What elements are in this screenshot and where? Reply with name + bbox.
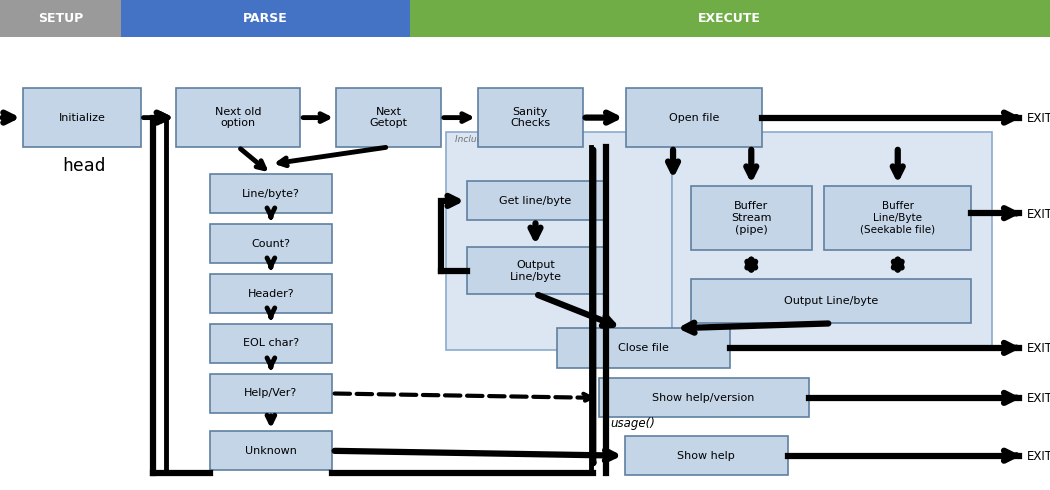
FancyBboxPatch shape — [672, 132, 992, 350]
FancyBboxPatch shape — [176, 88, 300, 147]
Text: Sanity
Checks: Sanity Checks — [510, 107, 550, 128]
Text: Open file: Open file — [669, 113, 719, 122]
FancyBboxPatch shape — [446, 132, 672, 350]
FancyBboxPatch shape — [467, 247, 604, 294]
Text: Output
Line/byte: Output Line/byte — [509, 260, 562, 282]
FancyBboxPatch shape — [410, 0, 1050, 37]
Text: Close file: Close file — [617, 343, 669, 353]
Text: EXECUTE: EXECUTE — [698, 12, 761, 25]
Text: Next old
option: Next old option — [215, 107, 261, 128]
Text: EXIT_FAILURE: EXIT_FAILURE — [1027, 449, 1050, 462]
FancyBboxPatch shape — [691, 186, 812, 250]
Text: Output Line/byte: Output Line/byte — [784, 296, 878, 306]
Text: Unknown: Unknown — [245, 446, 297, 456]
FancyBboxPatch shape — [210, 174, 332, 213]
FancyBboxPatch shape — [23, 88, 141, 147]
FancyBboxPatch shape — [824, 186, 971, 250]
Text: EXIT_SUCCESS: EXIT_SUCCESS — [1027, 342, 1050, 354]
FancyBboxPatch shape — [467, 181, 604, 221]
Text: Count?: Count? — [251, 239, 291, 248]
FancyBboxPatch shape — [478, 88, 583, 147]
Text: Include Beginning: Include Beginning — [455, 135, 536, 144]
Text: Show help: Show help — [677, 451, 735, 461]
FancyBboxPatch shape — [626, 88, 762, 147]
FancyBboxPatch shape — [210, 431, 332, 470]
Text: Get line/byte: Get line/byte — [500, 196, 571, 206]
Text: head: head — [62, 157, 106, 175]
FancyBboxPatch shape — [210, 274, 332, 313]
FancyBboxPatch shape — [0, 0, 121, 37]
Text: Next
Getopt: Next Getopt — [370, 107, 407, 128]
FancyBboxPatch shape — [625, 436, 788, 475]
Text: Buffer
Line/Byte
(Seekable file): Buffer Line/Byte (Seekable file) — [860, 201, 936, 235]
Text: Help/Ver?: Help/Ver? — [245, 389, 297, 398]
Text: usage(): usage() — [610, 417, 655, 430]
Text: EOL char?: EOL char? — [243, 339, 299, 348]
Text: EXIT_SUCCESS: EXIT_SUCCESS — [1027, 392, 1050, 404]
Text: SETUP: SETUP — [38, 12, 83, 25]
Text: Header?: Header? — [248, 289, 294, 298]
FancyBboxPatch shape — [691, 279, 971, 323]
Text: PARSE: PARSE — [243, 12, 288, 25]
Text: Line/byte?: Line/byte? — [242, 189, 300, 198]
FancyBboxPatch shape — [121, 0, 410, 37]
Text: Show help/version: Show help/version — [652, 393, 755, 403]
FancyBboxPatch shape — [210, 224, 332, 263]
Text: Omit End: Omit End — [680, 135, 722, 144]
Text: Buffer
Stream
(pipe): Buffer Stream (pipe) — [731, 201, 772, 235]
FancyBboxPatch shape — [210, 324, 332, 363]
FancyBboxPatch shape — [598, 378, 808, 417]
Text: EXIT_FAILURE: EXIT_FAILURE — [1027, 111, 1050, 124]
Text: EXIT_FAILURE: EXIT_FAILURE — [1027, 207, 1050, 220]
FancyBboxPatch shape — [556, 328, 730, 368]
Text: Initialize: Initialize — [59, 113, 105, 122]
FancyBboxPatch shape — [210, 374, 332, 413]
FancyBboxPatch shape — [336, 88, 441, 147]
